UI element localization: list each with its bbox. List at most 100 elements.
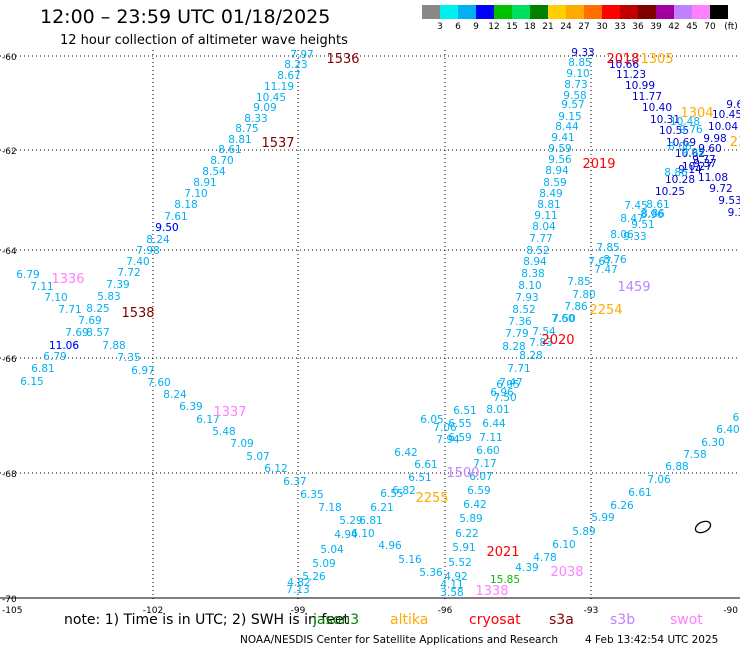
wave-height-value: 6.15 (20, 376, 43, 388)
scale-swatch (710, 5, 728, 19)
wave-height-value: 8.70 (210, 155, 233, 167)
wave-height-value: 7.13 (286, 584, 309, 596)
wave-height-value: 7.71 (507, 363, 530, 375)
wave-height-value: 10.40 (642, 102, 672, 114)
wave-height-value: 8.44 (555, 121, 579, 133)
wave-height-value: 5.83 (97, 291, 120, 303)
wave-height-value: 7.72 (117, 267, 140, 279)
wave-height-value: 7.18 (318, 502, 341, 514)
scale-swatch (674, 5, 692, 19)
scale-label: 18 (524, 22, 536, 32)
wave-height-value: 9.98 (703, 133, 726, 145)
wave-height-value: 5.36 (419, 567, 443, 579)
wave-height-value: 6.26 (610, 500, 634, 512)
wave-height-value: 7.10 (184, 188, 207, 200)
satellite-tracks: 7.978.238.6711.1910.459.098.338.758.818.… (16, 47, 740, 599)
pass-time-label: 2021 (486, 545, 519, 560)
y-axis-label: -64 (2, 247, 17, 257)
wave-height-value: 6.39 (179, 401, 202, 413)
wave-height-value: 8.52 (526, 245, 549, 257)
x-axis-label: -99 (291, 606, 306, 616)
scale-swatch (530, 5, 548, 19)
wave-height-value: 5.16 (398, 554, 422, 566)
wave-height-value: 10.99 (625, 80, 655, 92)
wave-height-value: 9.59 (548, 143, 571, 155)
legend-s3b: s3b (610, 612, 636, 628)
credit-line: NOAA/NESDIS Center for Satellite Applica… (240, 634, 558, 646)
wave-height-value: 7.06 (433, 422, 457, 434)
wave-height-value: 6.88 (665, 461, 688, 473)
wave-height-value: 8.01 (486, 404, 509, 416)
wave-height-value: 9.60 (726, 99, 740, 111)
wave-height-value: 7.71 (58, 304, 81, 316)
wave-height-value: 8.54 (202, 166, 226, 178)
wave-height-value: 7.09 (230, 438, 253, 450)
page-title: 12:00 – 23:59 UTC 01/18/2025 (40, 6, 331, 28)
y-axis-label: -68 (2, 470, 17, 480)
scale-swatch (656, 5, 674, 19)
wave-height-value: 8.75 (235, 123, 258, 135)
wave-height-value: 8.33 (244, 113, 267, 125)
scale-swatch (548, 5, 566, 19)
scale-label: 6 (455, 22, 461, 32)
legend-jason3: jason3 (313, 612, 360, 628)
wave-height-value: 6.79 (16, 269, 39, 281)
wave-height-value: 8.67 (277, 70, 300, 82)
wave-height-value: 8.25 (86, 303, 109, 315)
wave-height-value: 10.45 (712, 109, 740, 121)
wave-height-value: 9.33 (571, 47, 594, 59)
wave-height-value: 8.10 (518, 280, 541, 292)
wave-height-value: 9.56 (548, 154, 572, 166)
wave-height-value: 7.85 (596, 242, 619, 254)
wave-height-value: 9.58 (563, 90, 586, 102)
footnote: note: 1) Time is in UTC; 2) SWH is in fe… (64, 612, 350, 628)
scale-swatch (638, 5, 656, 19)
legend-s3a: s3a (549, 612, 574, 628)
wave-height-value: 7.11 (30, 281, 53, 293)
wave-height-value: 6.42 (394, 447, 417, 459)
wave-height-value: 5.26 (302, 571, 326, 583)
pass-time-label: 2254 (589, 303, 622, 318)
pass-time-label: 1538 (121, 306, 154, 321)
wave-height-value: 8.91 (193, 177, 216, 189)
pass-time-label: 2038 (550, 565, 583, 580)
wave-height-value: 8.61 (646, 199, 669, 211)
wave-height-value: 10.48 (670, 116, 700, 128)
wave-height-value: 5.91 (452, 542, 475, 554)
wave-height-value: 8.24 (163, 389, 187, 401)
wave-height-value: 4.39 (515, 562, 538, 574)
wave-height-value: 10.25 (655, 186, 685, 198)
scale-swatch (440, 5, 458, 19)
wave-height-value: 8.86 (641, 208, 665, 220)
wave-height-value: 8.94 (545, 165, 569, 177)
y-axis-label: -66 (2, 355, 17, 365)
pass-time-label: 1459 (617, 280, 650, 295)
wave-height-value: 7.54 (532, 326, 556, 338)
wave-height-value: 6.96 (490, 387, 514, 399)
wave-height-value: 10.66 (609, 59, 639, 71)
wave-height-value: 8.96 (640, 209, 664, 221)
wave-height-value: 7.45 (624, 200, 647, 212)
wave-height-value: 5.04 (320, 544, 344, 556)
wave-height-value: 4.82 (287, 577, 310, 589)
scale-swatch (458, 5, 476, 19)
wave-height-value: 7.50 (493, 392, 516, 404)
wave-height-value: 4.96 (378, 540, 402, 552)
wave-height-value: 7.79 (505, 328, 528, 340)
wave-height-value: 8.49 (539, 188, 562, 200)
wave-height-value: 3.58 (440, 587, 463, 599)
wave-height-value: 8.04 (532, 221, 556, 233)
wave-height-value: 7.06 (647, 474, 671, 486)
wave-height-value: 8.18 (174, 199, 197, 211)
wave-height-value: 9.10 (566, 68, 589, 80)
axis-labels: -60 -62 -64 -66 -68 -70-105 -102 -99 -96 -93 -90 (2, 53, 738, 616)
scale-swatch (584, 5, 602, 19)
wave-height-value: 6.55 (380, 488, 403, 500)
wave-height-value: 7.47 (594, 264, 617, 276)
y-axis-label: -70 (2, 595, 17, 605)
wave-height-value: 6.55 (448, 418, 471, 430)
wave-height-value: 5.07 (246, 451, 269, 463)
scale-swatch (566, 5, 584, 19)
pass-time-label: 2019 (582, 157, 615, 172)
